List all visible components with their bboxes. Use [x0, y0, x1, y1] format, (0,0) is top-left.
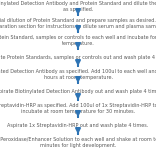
Text: Add 100ul of the Peroxidase/Enhancer Solution to each well and shake at room tem: Add 100ul of the Peroxidase/Enhancer Sol… — [0, 137, 156, 148]
Text: Dilute Biotinylated Detection Antibody as specified. Add 100ul to each well and : Dilute Biotinylated Detection Antibody a… — [0, 69, 156, 80]
Text: Add 100ul of Protein Standard, samples or controls to each well and incubate for: Add 100ul of Protein Standard, samples o… — [0, 35, 156, 46]
Text: Aspirate 1x Streptavidin-HRP out and wash plate 4 times.: Aspirate 1x Streptavidin-HRP out and was… — [7, 123, 149, 128]
Text: Aspirate Protein Standards, samples or controls out and wash plate 4 times.: Aspirate Protein Standards, samples or c… — [0, 55, 156, 60]
Text: Reconstitute Biotinylated Detection Antibody and Protein Standard and dilute the: Reconstitute Biotinylated Detection Anti… — [0, 1, 156, 12]
Text: Aspirate Biotinylated Detection Antibody out and wash plate 4 times.: Aspirate Biotinylated Detection Antibody… — [0, 89, 156, 94]
Text: Dilute 400x Streptavidin-HRP as specified. Add 100ul of 1x Streptavidin-HRP to e: Dilute 400x Streptavidin-HRP as specifie… — [0, 103, 156, 114]
Text: Perform serial dilution of Protein Standard and prepare samples as desired. See : Perform serial dilution of Protein Stand… — [0, 18, 156, 29]
